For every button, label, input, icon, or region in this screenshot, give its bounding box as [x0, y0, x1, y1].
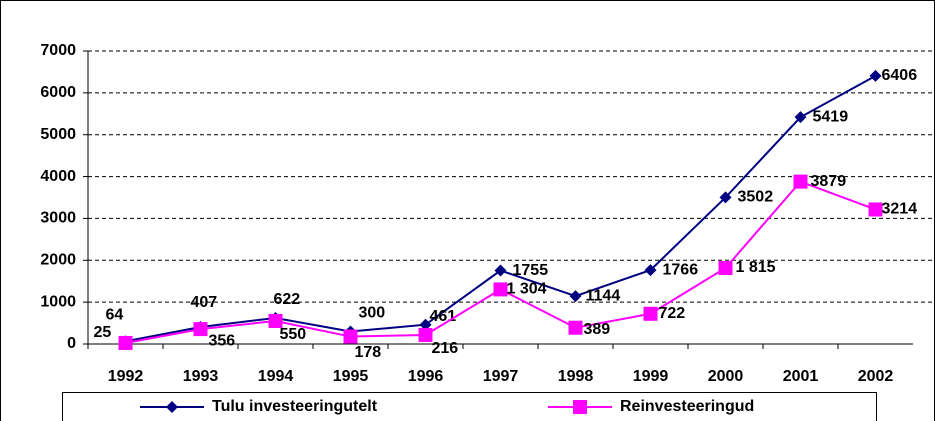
- y-tick-label: 7000: [40, 42, 76, 59]
- x-tick-label: 1995: [333, 368, 369, 385]
- data-label: 1 304: [507, 281, 547, 298]
- marker: [719, 191, 732, 204]
- data-label: 389: [584, 321, 611, 338]
- x-tick-label: 1999: [633, 368, 669, 385]
- marker: [868, 202, 883, 217]
- data-label: 1 815: [736, 259, 776, 276]
- marker: [193, 322, 208, 337]
- y-tick-label: 6000: [40, 84, 76, 101]
- data-label: 64: [106, 307, 124, 324]
- marker: [569, 290, 582, 303]
- marker: [793, 174, 808, 189]
- data-label: 722: [659, 305, 686, 322]
- data-label: 356: [209, 332, 236, 349]
- marker: [643, 306, 658, 321]
- marker: [418, 327, 433, 342]
- marker: [493, 282, 508, 297]
- data-label: 461: [430, 308, 457, 325]
- marker: [869, 69, 882, 82]
- x-tick-label: 1996: [408, 368, 444, 385]
- marker: [268, 313, 283, 328]
- y-tick-label: 3000: [40, 210, 76, 227]
- data-label: 1144: [586, 287, 621, 304]
- x-tick-label: 2000: [708, 368, 744, 385]
- data-label: 5419: [813, 108, 849, 125]
- marker: [573, 400, 587, 414]
- y-tick-label: 2000: [40, 252, 76, 269]
- x-tick-label: 1993: [183, 368, 219, 385]
- data-label: 407: [191, 294, 218, 311]
- data-label: 216: [432, 340, 459, 357]
- data-label: 1766: [663, 261, 699, 278]
- data-label: 300: [359, 305, 386, 322]
- x-tick-label: 1994: [258, 368, 294, 385]
- data-label: 25: [94, 324, 112, 341]
- y-tick-label: 5000: [40, 126, 76, 143]
- y-tick-label: 0: [67, 335, 76, 352]
- marker: [718, 261, 733, 276]
- x-tick-label: 2002: [858, 368, 894, 385]
- legend-label: Reinvesteeringud: [620, 398, 754, 415]
- data-label: 3502: [738, 189, 774, 206]
- marker: [568, 320, 583, 335]
- marker: [166, 401, 178, 413]
- marker: [494, 264, 507, 277]
- y-tick-label: 1000: [40, 293, 76, 310]
- data-label: 3214: [882, 201, 918, 218]
- marker: [118, 335, 133, 350]
- series-line: [125, 74, 876, 343]
- x-tick-label: 1998: [558, 368, 594, 385]
- legend-label: Tulu investeeringutelt: [212, 398, 378, 415]
- data-label: 178: [355, 344, 382, 361]
- marker: [794, 111, 807, 124]
- x-tick-label: 1992: [108, 368, 144, 385]
- marker: [644, 264, 657, 277]
- data-label: 3879: [811, 173, 847, 190]
- x-tick-label: 2001: [783, 368, 819, 385]
- data-label: 622: [274, 291, 301, 308]
- x-tick-label: 1997: [483, 368, 519, 385]
- y-tick-label: 4000: [40, 168, 76, 185]
- marker: [343, 329, 358, 344]
- data-label: 1755: [513, 262, 549, 279]
- data-label: 6406: [882, 67, 918, 84]
- data-label: 550: [280, 326, 307, 343]
- marker: [419, 318, 432, 331]
